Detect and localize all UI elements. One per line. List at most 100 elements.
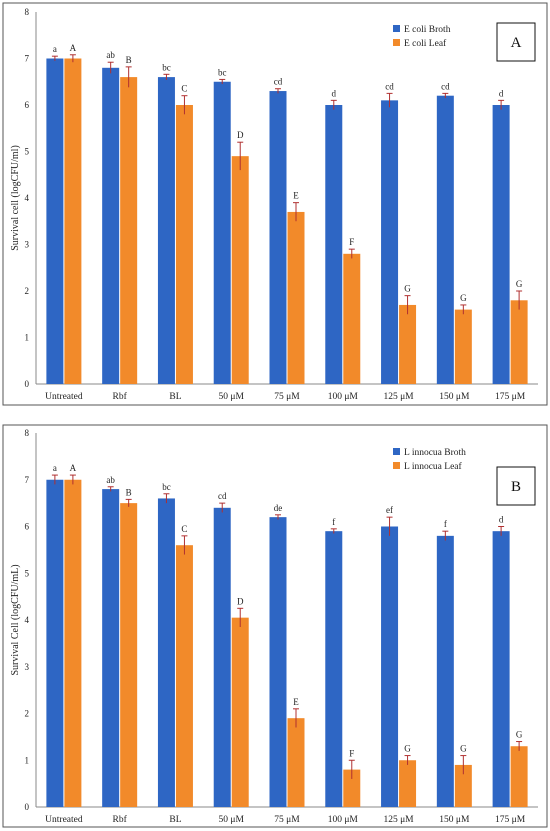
significance-letter: E bbox=[293, 697, 299, 707]
y-tick-label: 4 bbox=[25, 615, 30, 625]
significance-letter: D bbox=[237, 596, 244, 606]
error-bar bbox=[516, 741, 523, 751]
legend-entry: L innocua Broth bbox=[404, 448, 466, 458]
leaf-bar bbox=[454, 764, 472, 807]
error-bar bbox=[69, 54, 76, 63]
error-bar bbox=[51, 55, 58, 61]
leaf-bar bbox=[175, 105, 193, 384]
legend-entry: E coli Leaf bbox=[404, 38, 447, 49]
leaf-bar bbox=[175, 545, 193, 807]
error-bar bbox=[181, 95, 188, 115]
error-bar bbox=[498, 526, 505, 536]
error-bar bbox=[275, 88, 281, 94]
y-tick-label: 6 bbox=[25, 100, 30, 110]
leaf-bar bbox=[510, 746, 528, 807]
significance-letter: C bbox=[181, 84, 187, 94]
legend-swatch bbox=[393, 448, 400, 455]
error-bar bbox=[330, 99, 337, 110]
significance-letter: d bbox=[499, 88, 504, 98]
broth-bar bbox=[46, 479, 64, 807]
significance-letter: bc bbox=[162, 482, 171, 492]
significance-letter: A bbox=[70, 43, 77, 53]
leaf-bar bbox=[231, 617, 249, 807]
leaf-bar bbox=[399, 304, 417, 384]
leaf-bar bbox=[343, 253, 361, 384]
significance-letter: G bbox=[516, 730, 523, 740]
error-bar bbox=[107, 486, 114, 492]
significance-letter: a bbox=[53, 44, 57, 54]
error-bar bbox=[237, 141, 244, 171]
x-tick-label: Untreated bbox=[45, 815, 83, 825]
y-tick-label: 7 bbox=[25, 54, 30, 64]
x-tick-label: 125 μM bbox=[383, 392, 414, 402]
leaf-bar bbox=[454, 309, 472, 384]
broth-bar bbox=[325, 531, 343, 807]
significance-letter: f bbox=[444, 519, 447, 529]
y-axis-label: Survival Cell (logCFU/mL) bbox=[10, 564, 21, 675]
y-tick-label: 2 bbox=[25, 286, 30, 296]
chart-panel-a: 0 1 2 3 4 5 6 7 8 Survival cell (logCFU/ml) Untrea… bbox=[2, 2, 548, 406]
error-bar bbox=[498, 99, 505, 110]
significance-letter: cd bbox=[218, 491, 227, 501]
broth-bar bbox=[269, 91, 287, 385]
error-bar bbox=[51, 474, 58, 485]
error-bar bbox=[275, 514, 281, 520]
error-bar bbox=[181, 535, 188, 555]
error-bar bbox=[219, 502, 226, 513]
x-tick-label: BL bbox=[169, 392, 181, 402]
x-tick-label: 75 μM bbox=[274, 392, 300, 402]
significance-letter: G bbox=[404, 744, 411, 754]
y-tick-label: 1 bbox=[25, 333, 30, 343]
y-tick-label: 8 bbox=[25, 7, 30, 17]
error-bar bbox=[163, 73, 170, 80]
error-bar bbox=[107, 61, 114, 74]
legend-swatch bbox=[393, 462, 400, 469]
panel-label: A bbox=[511, 35, 522, 51]
broth-bar bbox=[157, 77, 175, 384]
significance-letter: G bbox=[460, 293, 467, 303]
leaf-bar bbox=[120, 77, 138, 384]
broth-bar bbox=[381, 100, 399, 384]
broth-bar bbox=[102, 67, 120, 385]
legend: E coli Broth E coli Leaf bbox=[393, 25, 451, 49]
y-tick-label: 0 bbox=[25, 379, 30, 389]
error-bar bbox=[386, 516, 393, 536]
leaf-bar bbox=[287, 211, 305, 384]
error-bar bbox=[125, 498, 132, 507]
x-tick-label: 175 μM bbox=[495, 392, 526, 402]
y-tick-label: 5 bbox=[25, 568, 30, 578]
significance-letter: cd bbox=[274, 77, 283, 87]
significance-letter: ab bbox=[106, 475, 115, 485]
broth-bar bbox=[492, 531, 510, 807]
significance-letter: ef bbox=[386, 505, 393, 515]
error-bar bbox=[125, 66, 132, 88]
significance-letter: G bbox=[516, 279, 523, 289]
broth-bar bbox=[381, 526, 399, 807]
error-bar bbox=[348, 248, 355, 259]
leaf-bar bbox=[231, 156, 249, 384]
error-bar bbox=[460, 755, 467, 775]
significance-letter: C bbox=[181, 524, 187, 534]
leaf-bar bbox=[510, 300, 528, 384]
legend-swatch bbox=[393, 25, 400, 32]
x-tick-label: 150 μM bbox=[439, 815, 470, 825]
x-tick-label: 50 μM bbox=[219, 392, 245, 402]
significance-letter: G bbox=[460, 744, 467, 754]
significance-letter: de bbox=[274, 503, 283, 513]
error-bar bbox=[516, 290, 523, 310]
significance-letter: E bbox=[293, 191, 299, 201]
significance-letter: bc bbox=[218, 67, 227, 77]
y-tick-label: 3 bbox=[25, 662, 30, 672]
significance-letter: B bbox=[126, 487, 132, 497]
significance-letter: cd bbox=[385, 81, 394, 91]
error-bar bbox=[348, 759, 355, 779]
error-bar bbox=[442, 530, 449, 541]
y-tick-label: 5 bbox=[25, 147, 30, 157]
legend: L innocua Broth L innocua Leaf bbox=[393, 448, 466, 472]
x-tick-label: 125 μM bbox=[383, 815, 414, 825]
legend-entry: L innocua Leaf bbox=[404, 461, 463, 472]
legend-entry: E coli Broth bbox=[404, 25, 451, 35]
leaf-bar bbox=[64, 58, 82, 384]
legend-swatch bbox=[393, 39, 400, 46]
broth-bar bbox=[269, 517, 287, 807]
